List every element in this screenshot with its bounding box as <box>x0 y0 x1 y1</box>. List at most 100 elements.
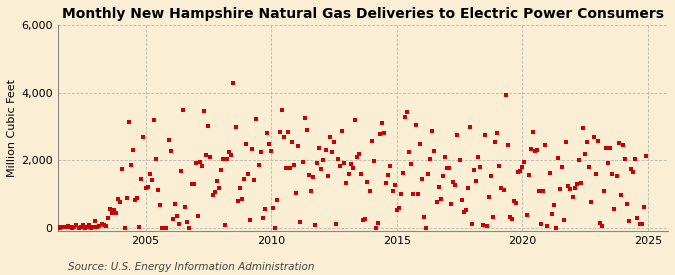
Point <box>289 162 300 167</box>
Point <box>536 222 547 226</box>
Point <box>525 147 536 151</box>
Point <box>282 130 293 135</box>
Point <box>287 140 298 144</box>
Point <box>487 214 498 219</box>
Point <box>469 168 480 172</box>
Point <box>479 133 490 138</box>
Point <box>423 172 433 176</box>
Point <box>369 159 379 163</box>
Point <box>230 125 241 130</box>
Point <box>194 160 205 164</box>
Point <box>578 126 589 130</box>
Point <box>358 218 369 222</box>
Point <box>251 116 262 121</box>
Point <box>148 118 159 122</box>
Point <box>151 156 161 161</box>
Point <box>460 208 471 212</box>
Point <box>563 184 574 189</box>
Point <box>215 167 226 172</box>
Point <box>389 183 400 188</box>
Point <box>605 145 616 150</box>
Point <box>88 225 99 229</box>
Point <box>466 221 477 226</box>
Point <box>475 165 486 169</box>
Point <box>439 155 450 160</box>
Point <box>398 170 408 175</box>
Point <box>367 139 377 143</box>
Point <box>408 191 419 196</box>
Point <box>50 225 61 229</box>
Point <box>240 142 251 147</box>
Point <box>297 160 308 164</box>
Point <box>616 192 626 197</box>
Point <box>176 168 186 173</box>
Point <box>146 178 157 183</box>
Point <box>607 172 618 177</box>
Point <box>245 218 256 222</box>
Point <box>385 164 396 168</box>
Point <box>565 187 576 191</box>
Point <box>90 219 101 224</box>
Point <box>371 226 381 230</box>
Title: Monthly New Hampshire Natural Gas Deliveries to Electric Power Consumers: Monthly New Hampshire Natural Gas Delive… <box>62 7 664 21</box>
Point <box>584 165 595 169</box>
Point <box>350 117 360 122</box>
Point <box>456 198 467 203</box>
Point <box>86 225 97 230</box>
Point <box>153 188 163 192</box>
Point <box>590 172 601 177</box>
Point <box>354 152 364 156</box>
Point <box>291 191 302 196</box>
Point <box>485 174 496 178</box>
Point <box>375 132 385 136</box>
Point <box>500 93 511 97</box>
Point <box>523 173 534 178</box>
Point <box>614 140 624 145</box>
Point <box>402 110 412 114</box>
Point <box>192 214 203 218</box>
Point <box>136 177 146 181</box>
Point <box>494 164 505 169</box>
Point <box>333 156 344 161</box>
Point <box>416 177 427 182</box>
Point <box>327 150 338 155</box>
Point <box>538 188 549 193</box>
Point <box>247 147 258 151</box>
Point <box>431 199 442 204</box>
Point <box>593 139 603 143</box>
Point <box>337 129 348 133</box>
Point <box>626 167 637 171</box>
Point <box>458 210 469 214</box>
Point <box>63 224 74 228</box>
Point <box>234 186 245 190</box>
Point <box>571 182 582 186</box>
Point <box>169 202 180 206</box>
Point <box>266 148 277 153</box>
Point <box>521 213 532 217</box>
Point <box>542 224 553 228</box>
Point <box>308 175 319 180</box>
Point <box>322 174 333 178</box>
Point <box>59 225 70 229</box>
Point <box>574 158 585 163</box>
Point <box>257 216 268 220</box>
Point <box>435 197 446 201</box>
Point <box>561 140 572 144</box>
Point <box>161 226 172 230</box>
Point <box>312 161 323 165</box>
Point <box>78 223 88 227</box>
Point <box>117 166 128 171</box>
Point <box>249 178 260 182</box>
Point <box>128 148 138 152</box>
Point <box>61 224 72 229</box>
Point <box>107 211 117 215</box>
Point <box>387 188 398 193</box>
Point <box>582 140 593 144</box>
Point <box>228 81 239 85</box>
Point <box>52 225 63 229</box>
Point <box>553 156 564 160</box>
Point <box>555 187 566 192</box>
Point <box>546 211 557 216</box>
Point <box>304 172 315 177</box>
Point <box>167 217 178 221</box>
